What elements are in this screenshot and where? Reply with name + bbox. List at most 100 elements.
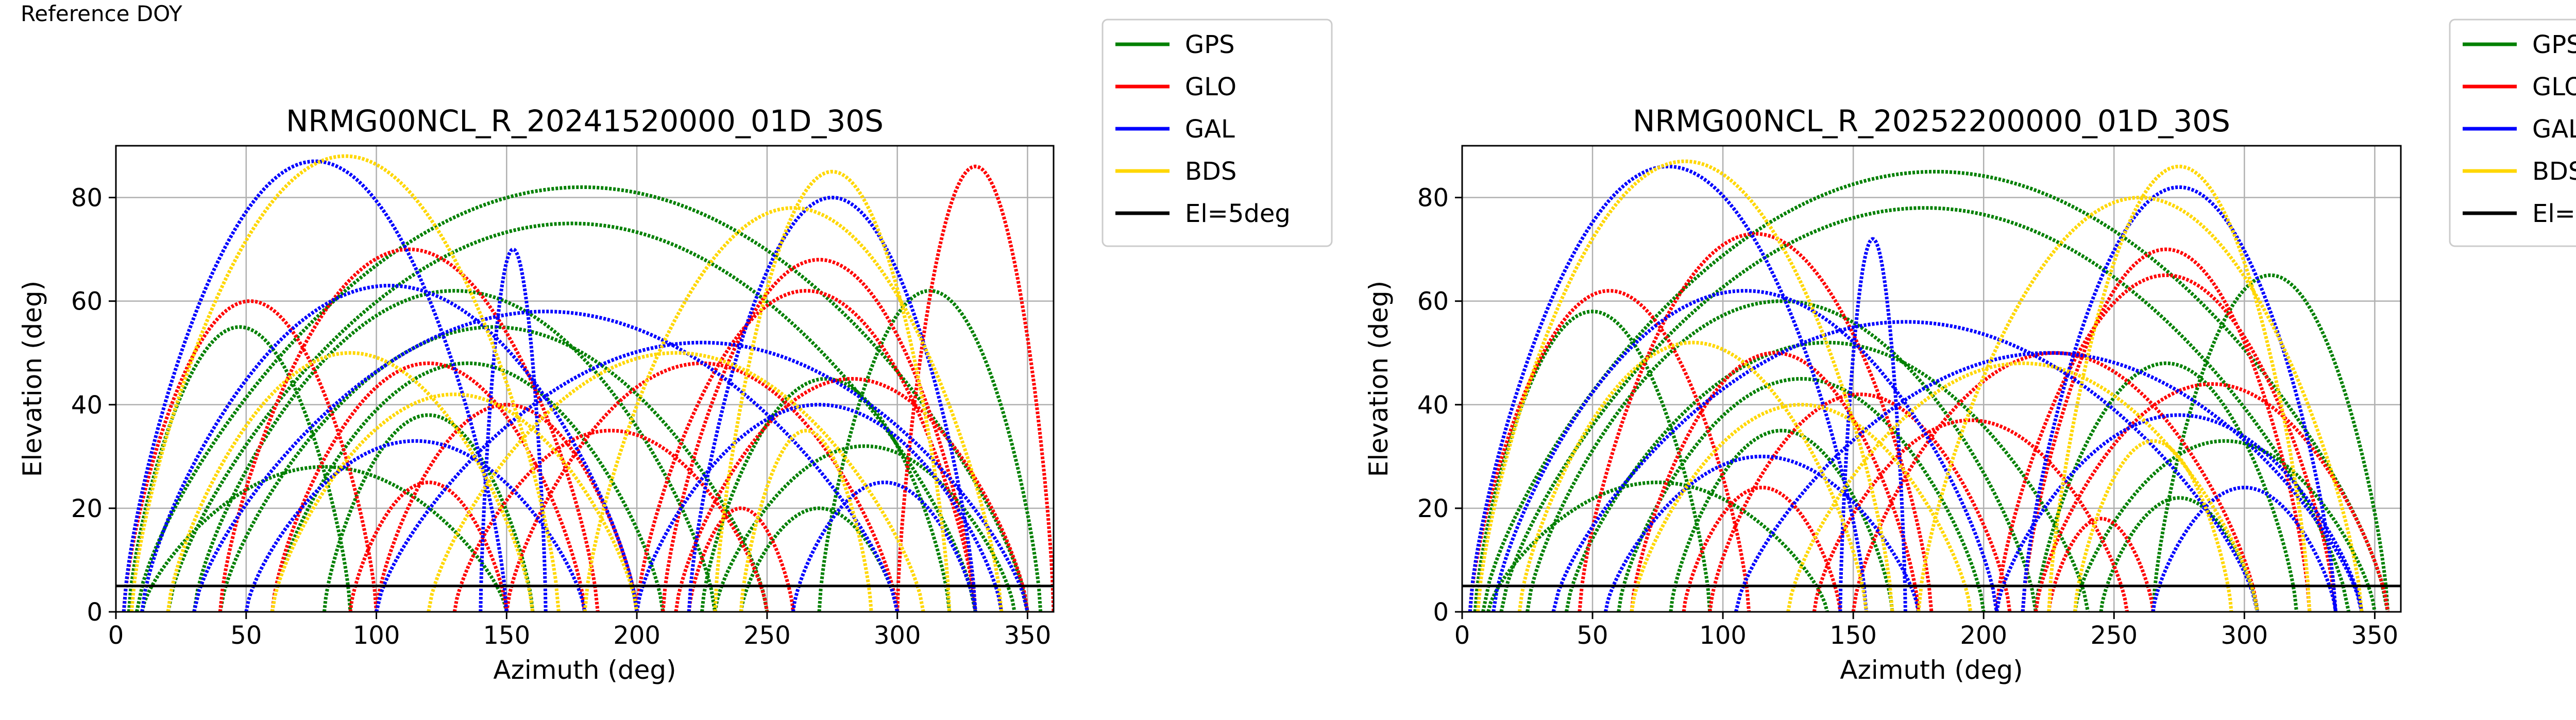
chart-1: 0 50 100 150 200 250 300 350 0 20 40 60 80 NRMG00NCL_… xyxy=(18,19,1333,685)
satellite-arc xyxy=(192,289,717,612)
satellite-arc xyxy=(2151,486,2337,612)
series-gps xyxy=(127,185,1043,612)
satellite-arc xyxy=(1682,486,1842,612)
series-gal xyxy=(122,159,1029,612)
satellite-arc xyxy=(270,361,587,612)
x-tick-label: 150 xyxy=(483,621,531,650)
satellite-arc xyxy=(166,351,535,612)
y-tick-label: 0 xyxy=(87,598,103,627)
legend-label: BDS xyxy=(1185,157,1236,186)
satellite-arc xyxy=(1486,481,1829,612)
page-label: Reference DOY xyxy=(21,1,182,26)
satellite-arc xyxy=(687,196,977,612)
satellite-arc xyxy=(1468,164,1868,612)
satellite-arc xyxy=(134,185,1029,612)
data-area xyxy=(1468,159,2390,612)
series-bds xyxy=(129,154,1004,612)
axes-frame xyxy=(1461,145,2402,613)
satellite-arc xyxy=(635,289,977,612)
y-tick-label: 60 xyxy=(1417,287,1449,316)
satellite-arc xyxy=(1578,232,1934,612)
satellite-arc xyxy=(1630,351,1921,612)
satellite-arc xyxy=(452,428,769,612)
x-tick-label: 350 xyxy=(1004,621,1052,650)
satellite-arc xyxy=(1476,159,1894,612)
x-tick-label: 350 xyxy=(2351,621,2399,650)
legend-label: BDS xyxy=(2532,157,2576,186)
satellite-arc xyxy=(1473,310,1712,612)
satellite-arc xyxy=(895,164,1054,612)
satellite-arc xyxy=(661,258,977,612)
legend-label: GAL xyxy=(1185,115,1235,144)
satellite-arc xyxy=(700,376,952,612)
satellite-arc xyxy=(1838,237,1907,612)
satellite-arc xyxy=(1551,320,2259,612)
x-tick-label: 250 xyxy=(2090,621,2138,650)
series-glo xyxy=(122,164,1054,612)
legend-label: GLO xyxy=(2532,73,2576,101)
y-tick-label: 60 xyxy=(71,287,103,316)
satellite-arc xyxy=(2073,439,2377,612)
legend-label: GPS xyxy=(1185,30,1235,59)
satellite-arc xyxy=(1492,289,1998,612)
series-bds xyxy=(1476,159,2364,612)
y-tick-label: 0 xyxy=(1433,598,1449,627)
legend-box xyxy=(1101,19,1333,247)
x-tick-label: 50 xyxy=(230,621,262,650)
x-axis-label: Azimuth (deg) xyxy=(493,655,676,685)
satellite-arc xyxy=(129,154,561,612)
satellite-arc xyxy=(2021,247,2312,612)
satellite-arc xyxy=(1468,289,1751,612)
y-tick-label: 80 xyxy=(1417,184,1449,213)
legend-box xyxy=(2449,19,2576,247)
axes-frame xyxy=(115,145,1055,613)
x-axis-label: Azimuth (deg) xyxy=(1840,655,2023,685)
satellite-arc xyxy=(1812,418,2129,612)
x-tick-label: 300 xyxy=(2221,621,2268,650)
satellite-arc xyxy=(270,361,665,612)
satellite-arc xyxy=(635,403,1004,612)
satellite-arc xyxy=(140,465,509,612)
satellite-arc xyxy=(375,403,639,612)
legend-label: GLO xyxy=(1185,73,1236,101)
chart-title: NRMG00NCL_R_20252200000_01D_30S xyxy=(1633,104,2230,139)
legend-label: GAL xyxy=(2532,115,2576,144)
satellite-arc xyxy=(1917,196,2364,612)
satellite-arc xyxy=(2047,164,2312,612)
satellite-arc xyxy=(218,325,769,612)
satellite-arc xyxy=(1851,351,2260,612)
satellite-arc xyxy=(1734,351,2364,612)
legend-label: El=5deg xyxy=(2532,199,2576,228)
x-tick-label: 200 xyxy=(613,621,660,650)
satellite-arc xyxy=(1517,340,1868,612)
satellite-arc xyxy=(427,351,925,612)
satellite-arc xyxy=(244,439,587,612)
satellite-arc xyxy=(2073,439,2233,612)
x-tick-label: 150 xyxy=(1829,621,1877,650)
satellite-arc xyxy=(1499,206,2351,612)
y-axis-label: Elevation (deg) xyxy=(18,281,47,477)
satellite-arc xyxy=(1630,403,1973,612)
satellite-arc xyxy=(375,340,1029,612)
satellite-arc xyxy=(2033,382,2390,612)
satellite-arc xyxy=(2151,273,2390,612)
x-tick-label: 0 xyxy=(1454,621,1470,650)
y-axis-label: Elevation (deg) xyxy=(1364,281,1394,477)
y-tick-label: 20 xyxy=(1417,494,1449,523)
chart-2: 0 50 100 150 200 250 300 350 0 20 40 60 80 NRMG00NCL_… xyxy=(1364,19,2576,685)
x-tick-label: 250 xyxy=(743,621,791,650)
satellite-arc xyxy=(1526,299,2038,612)
satellite-arc xyxy=(2047,517,2155,612)
legend-label: GPS xyxy=(2532,30,2576,59)
x-tick-label: 0 xyxy=(108,621,124,650)
satellite-arc xyxy=(1995,413,2364,612)
satellite-arc xyxy=(739,506,900,612)
legend: GPS GLO GAL BDS El=5deg xyxy=(2449,19,2576,247)
satellite-arc xyxy=(140,283,639,612)
x-tick-label: 300 xyxy=(874,621,921,650)
satellite-arc xyxy=(1617,376,1986,612)
satellite-arc xyxy=(348,481,509,612)
y-tick-label: 40 xyxy=(1417,391,1449,420)
legend-label: El=5deg xyxy=(1185,199,1291,228)
